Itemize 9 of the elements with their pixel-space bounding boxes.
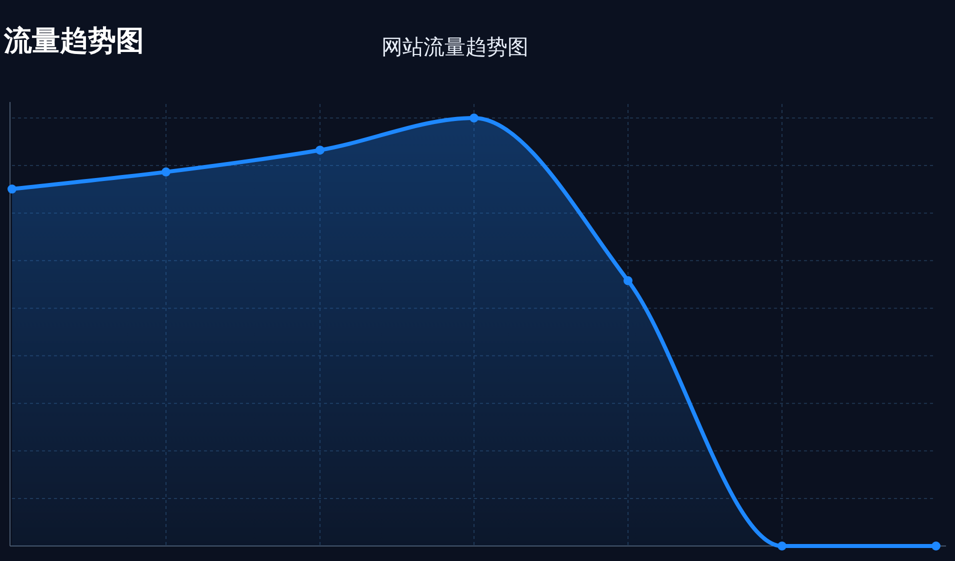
point <box>316 146 324 155</box>
point <box>162 167 170 176</box>
point <box>624 276 632 286</box>
chart-title: 网站流量趋势图 <box>382 35 528 59</box>
point <box>778 542 786 550</box>
point <box>470 114 478 122</box>
point <box>8 184 16 194</box>
text: 流量趋势图 <box>3 24 144 57</box>
point <box>932 542 940 550</box>
